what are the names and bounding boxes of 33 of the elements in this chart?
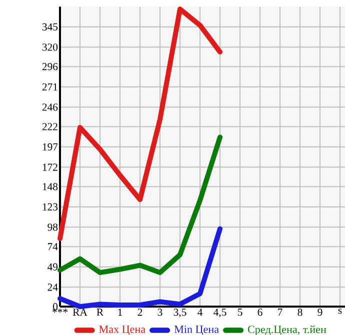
y-tick-label: 222 bbox=[42, 123, 58, 130]
y-tick-label: 296 bbox=[42, 63, 58, 70]
x-tick-label: 4 bbox=[198, 308, 203, 316]
x-tick-label: 1 bbox=[118, 308, 122, 316]
y-tick-label: 172 bbox=[42, 164, 58, 171]
legend-label: Max Цена bbox=[99, 326, 146, 335]
y-tick-label: 49 bbox=[48, 263, 58, 270]
y-tick-label: 197 bbox=[42, 143, 58, 150]
y-tick-label: 74 bbox=[48, 243, 58, 250]
y-tick-label: 123 bbox=[42, 203, 58, 210]
x-tick-label: 3,5 bbox=[174, 308, 186, 318]
y-tick-label: 148 bbox=[42, 183, 58, 190]
x-tick-label: RA bbox=[72, 308, 88, 316]
x-tick-label: s bbox=[338, 308, 342, 314]
x-tick-label: 4,5 bbox=[214, 308, 226, 318]
x-tick-label: 9 bbox=[318, 308, 322, 316]
y-tick-label: 345 bbox=[42, 23, 58, 30]
x-tick-label: 6 bbox=[258, 308, 262, 316]
y-tick-label: 24 bbox=[48, 284, 58, 291]
y-tick-label: 246 bbox=[42, 104, 58, 111]
y-tick-label: 320 bbox=[42, 44, 58, 51]
x-tick-label: 5 bbox=[238, 308, 242, 316]
x-tick-label: 2 bbox=[138, 308, 142, 316]
x-tick-label: 3 bbox=[158, 308, 162, 316]
x-tick-label: *** bbox=[52, 308, 68, 313]
y-tick-label: 0 bbox=[53, 303, 58, 310]
x-tick-label: 7 bbox=[278, 308, 282, 316]
y-tick-label: 271 bbox=[42, 83, 58, 90]
y-tick-label: 98 bbox=[48, 224, 58, 231]
legend-label: Min Цена bbox=[174, 326, 219, 335]
x-tick-label: R bbox=[96, 308, 104, 316]
x-tick-label: 8 bbox=[298, 308, 302, 316]
legend-label: Сред.Цена, т.йен bbox=[248, 325, 326, 335]
